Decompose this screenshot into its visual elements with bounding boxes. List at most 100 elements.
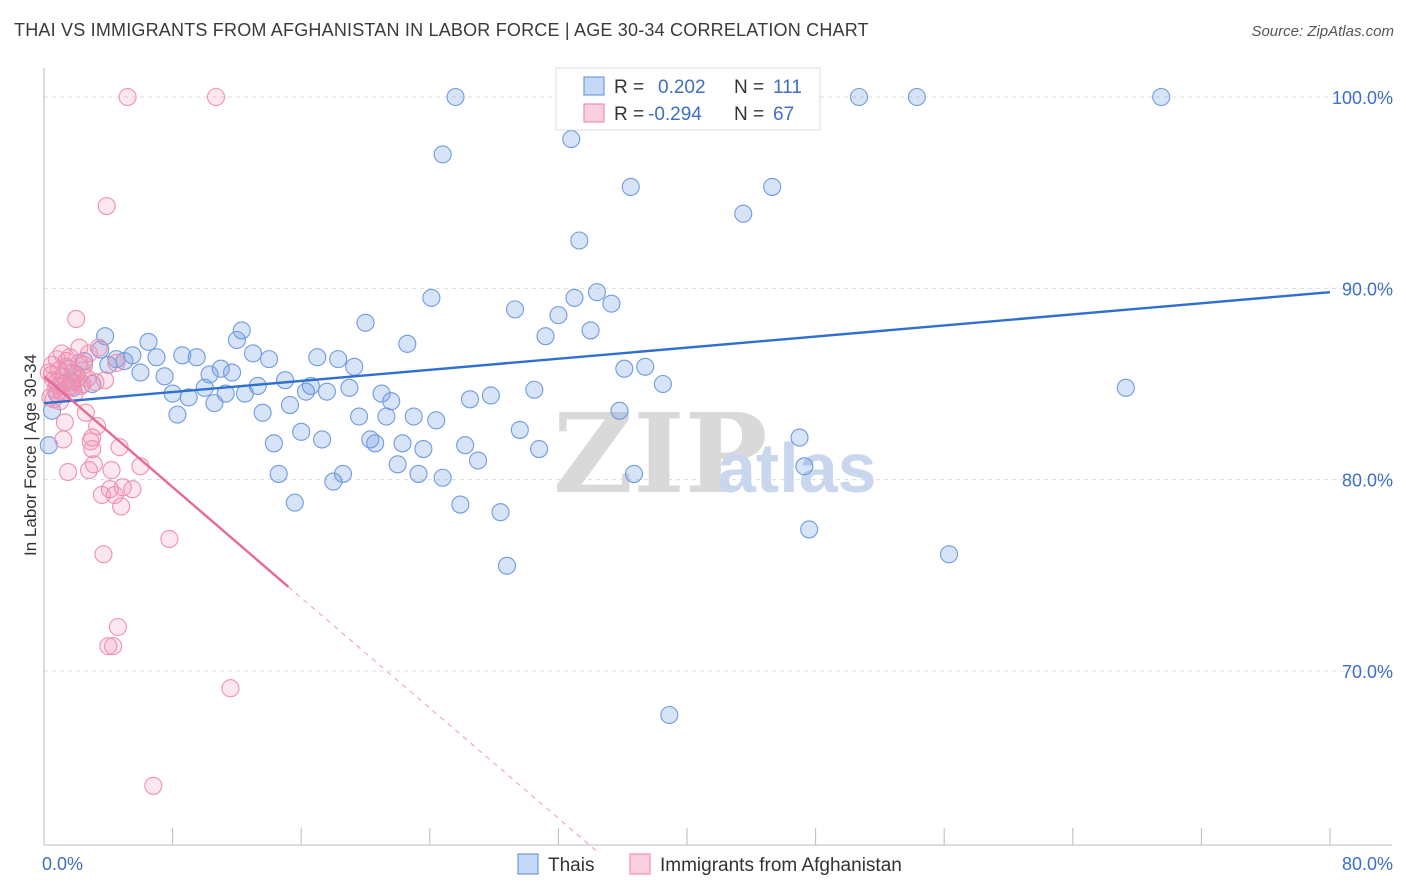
data-point bbox=[276, 371, 295, 390]
data-point bbox=[939, 545, 959, 564]
data-point bbox=[253, 403, 272, 422]
data-point bbox=[460, 390, 480, 409]
data-point bbox=[75, 355, 94, 374]
watermark-atlas: atlas bbox=[717, 429, 877, 507]
data-point bbox=[433, 468, 452, 487]
data-point bbox=[200, 365, 219, 384]
data-point bbox=[562, 130, 581, 149]
data-point bbox=[87, 417, 107, 436]
data-point bbox=[372, 384, 391, 403]
data-point bbox=[57, 351, 76, 371]
data-point bbox=[62, 376, 81, 395]
data-point bbox=[59, 462, 78, 482]
data-point bbox=[549, 306, 568, 325]
stat-r-label: R = bbox=[614, 77, 644, 98]
data-point bbox=[139, 332, 158, 351]
bottom-legend-swatch-thais bbox=[517, 853, 539, 875]
data-points bbox=[39, 87, 1171, 795]
data-point bbox=[123, 346, 142, 365]
trend-line bbox=[43, 375, 290, 588]
data-point bbox=[112, 497, 131, 516]
data-point bbox=[79, 461, 99, 480]
stat-r-value: -0.294 bbox=[648, 104, 702, 125]
data-point bbox=[131, 363, 150, 382]
data-point bbox=[468, 451, 488, 470]
data-point bbox=[356, 313, 375, 332]
data-point bbox=[345, 357, 364, 376]
data-point bbox=[67, 309, 86, 328]
y-tick-labels: 100.0% 90.0% 80.0% 70.0% bbox=[1332, 88, 1393, 682]
data-point bbox=[89, 338, 108, 357]
x-tick-labels: 0.0% 80.0% bbox=[42, 854, 1393, 874]
bottom-legend: Thais Immigrants from Afghanistan bbox=[517, 853, 902, 876]
data-point bbox=[123, 480, 142, 499]
data-point bbox=[211, 359, 230, 378]
data-point bbox=[333, 464, 353, 483]
y-tick-label: 70.0% bbox=[1342, 662, 1393, 682]
data-point bbox=[451, 495, 470, 514]
data-point bbox=[615, 359, 634, 378]
data-point bbox=[269, 464, 288, 483]
trend-lines bbox=[43, 290, 1331, 854]
data-point bbox=[427, 411, 446, 430]
data-point bbox=[800, 520, 819, 539]
data-point bbox=[398, 334, 417, 353]
data-point bbox=[446, 87, 465, 107]
data-point bbox=[636, 357, 655, 376]
watermark: ZIP atlas bbox=[553, 389, 877, 518]
stat-n-label: N = bbox=[734, 104, 764, 125]
data-point bbox=[259, 350, 279, 369]
data-point bbox=[84, 455, 103, 474]
data-point bbox=[187, 348, 206, 367]
data-point bbox=[227, 330, 246, 350]
data-point bbox=[97, 197, 116, 216]
data-point bbox=[280, 395, 299, 415]
x-tick-label: 80.0% bbox=[1342, 854, 1393, 874]
data-point bbox=[54, 430, 73, 449]
data-point bbox=[393, 434, 412, 453]
x-tick-label: 0.0% bbox=[42, 854, 83, 874]
axes bbox=[43, 68, 1392, 846]
data-point bbox=[232, 321, 251, 340]
data-point bbox=[377, 407, 396, 426]
stat-n-value: 111 bbox=[773, 77, 802, 98]
data-point bbox=[587, 283, 607, 302]
stat-r-value: 0.202 bbox=[658, 77, 706, 98]
data-point bbox=[147, 348, 166, 367]
data-point bbox=[313, 430, 332, 449]
data-point bbox=[491, 503, 510, 522]
y-tick-label: 100.0% bbox=[1332, 88, 1393, 108]
data-point bbox=[94, 545, 113, 564]
data-point bbox=[104, 637, 123, 656]
data-point bbox=[285, 493, 304, 512]
data-point bbox=[55, 413, 74, 432]
data-point bbox=[216, 384, 235, 403]
data-point bbox=[602, 294, 621, 313]
data-point bbox=[107, 353, 126, 373]
data-point bbox=[108, 617, 127, 637]
data-point bbox=[79, 344, 99, 363]
y-tick-label: 80.0% bbox=[1342, 471, 1393, 491]
watermark-zip: ZIP bbox=[553, 389, 767, 518]
data-point bbox=[624, 464, 644, 483]
data-point bbox=[173, 346, 192, 365]
data-point bbox=[160, 529, 179, 549]
trend-line bbox=[43, 290, 1331, 405]
legend-swatch-thais bbox=[583, 76, 605, 96]
data-point bbox=[96, 327, 115, 346]
data-point bbox=[414, 440, 433, 459]
data-point bbox=[144, 776, 163, 795]
chart-title: THAI VS IMMIGRANTS FROM AFGHANISTAN IN L… bbox=[14, 20, 869, 40]
data-point bbox=[308, 348, 327, 367]
y-axis-label: In Labor Force | Age 30-34 bbox=[21, 354, 40, 556]
data-point bbox=[763, 177, 782, 196]
data-point bbox=[340, 378, 359, 397]
data-point bbox=[1116, 378, 1135, 397]
trend-line-extension bbox=[287, 586, 599, 854]
data-point bbox=[168, 405, 187, 424]
data-point bbox=[118, 87, 137, 107]
data-point bbox=[317, 382, 336, 401]
data-point bbox=[47, 373, 66, 392]
data-point bbox=[388, 455, 407, 474]
